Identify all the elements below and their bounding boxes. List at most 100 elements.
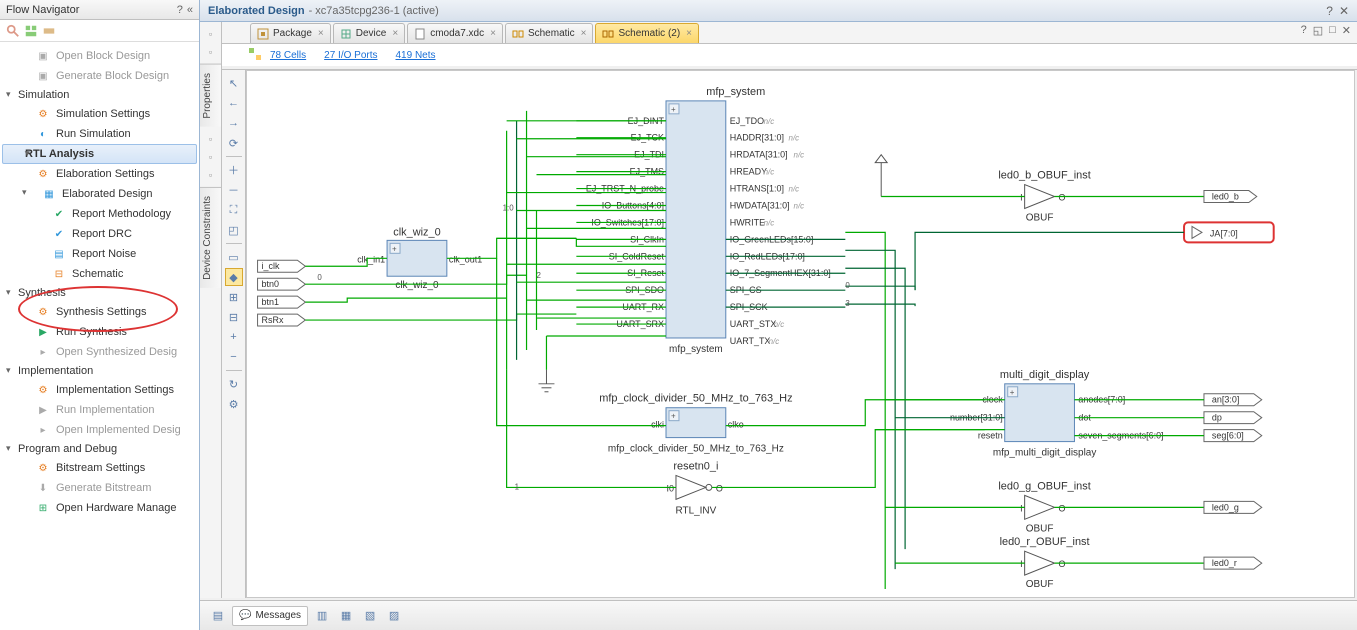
hierarchy-icon[interactable]	[248, 47, 262, 64]
properties-toolbar: ▫ ▫	[200, 22, 221, 64]
open-block-design[interactable]: ▣Open Block Design	[0, 46, 199, 66]
properties-tab[interactable]: Properties	[200, 64, 221, 127]
restore-icon[interactable]: ◱	[1313, 24, 1323, 37]
dc-icon[interactable]: ▫	[203, 131, 219, 147]
close-icon[interactable]: ×	[316, 28, 324, 39]
close-design-icon[interactable]: ✕	[1339, 4, 1349, 18]
svg-text:n/c: n/c	[789, 134, 800, 143]
report-noise[interactable]: ▤Report Noise	[0, 244, 199, 264]
schematic-item[interactable]: ⊟Schematic	[0, 264, 199, 284]
group-simulation[interactable]: Simulation	[0, 86, 199, 104]
collapse-icon[interactable]: ⊟	[225, 308, 243, 326]
io-link[interactable]: 27 I/O Ports	[324, 50, 377, 61]
flow-nav-tree: ▣Open Block Design ▣Generate Block Desig…	[0, 42, 199, 628]
fwd-icon[interactable]: →	[225, 114, 243, 132]
group-program[interactable]: Program and Debug	[0, 440, 199, 458]
open-implemented[interactable]: ▸Open Implemented Desig	[0, 420, 199, 440]
refresh-icon[interactable]: ⟳	[225, 134, 243, 152]
help-icon[interactable]: ?	[1301, 24, 1307, 37]
bitstream-settings[interactable]: ⚙Bitstream Settings	[0, 458, 199, 478]
flow-navigator-panel: Flow Navigator ? « ▣Open Block Design ▣G…	[0, 0, 200, 630]
generate-bitstream[interactable]: ⬇Generate Bitstream	[0, 478, 199, 498]
messages-label: Messages	[255, 610, 301, 621]
console-icon[interactable]: ▤	[208, 606, 228, 626]
open-hw-manager[interactable]: ⊞Open Hardware Manage	[0, 498, 199, 518]
open-synthesized[interactable]: ▸Open Synthesized Desig	[0, 342, 199, 362]
help-icon[interactable]: ?	[177, 4, 183, 16]
close-icon[interactable]: ×	[579, 28, 587, 39]
tab-device[interactable]: Device×	[333, 23, 405, 43]
run-implementation[interactable]: ▶Run Implementation	[0, 400, 199, 420]
report-methodology[interactable]: ✔Report Methodology	[0, 204, 199, 224]
close-icon[interactable]: ×	[684, 28, 692, 39]
elaboration-settings[interactable]: ⚙Elaboration Settings	[0, 164, 199, 184]
schematic-toolbar: ↖ ← → ⟳ ＋ － ⛶ ◰ ▭ ◆ ⊞ ⊟ + − ↻ ⚙	[222, 70, 246, 598]
zoom-fit-icon[interactable]: ⛶	[225, 201, 243, 219]
regen-icon[interactable]: ↻	[225, 375, 243, 393]
output-led0g: led0_g	[1204, 501, 1262, 513]
gear-icon: ⚙	[36, 107, 50, 121]
dc-icon[interactable]: ▫	[203, 167, 219, 183]
search-icon[interactable]	[6, 24, 20, 38]
select-icon[interactable]: ▭	[225, 248, 243, 266]
cells-link[interactable]: 78 Cells	[270, 50, 306, 61]
maximize-icon[interactable]: □	[1329, 24, 1336, 37]
remove-icon[interactable]: −	[225, 348, 243, 366]
back-icon[interactable]: ←	[225, 94, 243, 112]
svg-text:I: I	[1020, 503, 1023, 513]
group-implementation[interactable]: Implementation	[0, 362, 199, 380]
device-constraints-tab[interactable]: Device Constraints	[200, 187, 221, 288]
collapse-tree-icon[interactable]	[42, 24, 56, 38]
close-icon[interactable]: ×	[390, 28, 398, 39]
zoom-in-icon[interactable]: ＋	[225, 161, 243, 179]
expand-icon[interactable]: ⊞	[225, 288, 243, 306]
svg-text:n/c: n/c	[769, 337, 780, 346]
tab-package[interactable]: Package×	[250, 23, 331, 43]
collapse-icon[interactable]: «	[187, 4, 193, 16]
generate-block-design[interactable]: ▣Generate Block Design	[0, 66, 199, 86]
tab-xdc[interactable]: cmoda7.xdc×	[407, 23, 503, 43]
group-synthesis[interactable]: Synthesis	[0, 284, 199, 302]
highlight-icon[interactable]: ◆	[225, 268, 243, 286]
prop-icon[interactable]: ▫	[203, 44, 219, 60]
run-simulation[interactable]: ◐Run Simulation	[0, 124, 199, 144]
tab-schematic-2[interactable]: Schematic (2)×	[595, 23, 699, 43]
hw-icon: ⊞	[36, 501, 50, 515]
nets-link[interactable]: 419 Nets	[396, 50, 436, 61]
schematic-canvas[interactable]: i_clk btn0 0 btn1 RsRx clk_wiz_0 + clk_i…	[246, 70, 1355, 598]
output-dp: dp	[1204, 412, 1262, 424]
cursor-icon[interactable]: ↖	[225, 74, 243, 92]
add-icon[interactable]: +	[225, 328, 243, 346]
clk-divider-block[interactable]: mfp_clock_divider_50_MHz_to_763_Hz + clk…	[599, 393, 792, 455]
help-icon[interactable]: ?	[1326, 4, 1333, 18]
close-icon[interactable]: ×	[488, 28, 496, 39]
input-iclk: i_clk	[258, 260, 306, 272]
item-label: Elaborated Design	[62, 188, 153, 200]
elaborated-design[interactable]: ▦Elaborated Design	[0, 184, 199, 204]
svg-text:1:0: 1:0	[503, 203, 515, 212]
run-synthesis[interactable]: ▶Run Synthesis	[0, 322, 199, 342]
synthesis-settings[interactable]: ⚙Synthesis Settings	[0, 302, 199, 322]
expand-icon[interactable]	[24, 24, 38, 38]
simulation-settings[interactable]: ⚙Simulation Settings	[0, 104, 199, 124]
tab-schematic[interactable]: Schematic×	[505, 23, 594, 43]
close-icon[interactable]: ✕	[1342, 24, 1351, 37]
svg-text:HREADY: HREADY	[730, 167, 767, 177]
design-runs-icon[interactable]: ▧	[360, 606, 380, 626]
group-rtl[interactable]: RTL Analysis	[2, 144, 197, 164]
output-seg: seg[6:0]	[1204, 430, 1262, 442]
prop-icon[interactable]: ▫	[203, 26, 219, 42]
implementation-settings[interactable]: ⚙Implementation Settings	[0, 380, 199, 400]
dc-icon[interactable]: ▫	[203, 149, 219, 165]
rtl-inv-block[interactable]: resetn0_i I0 O RTL_INV	[667, 460, 723, 516]
item-label: Implementation Settings	[56, 384, 174, 396]
zoom-sel-icon[interactable]: ◰	[225, 221, 243, 239]
log-icon[interactable]: ▥	[312, 606, 332, 626]
settings-icon[interactable]: ⚙	[225, 395, 243, 413]
svg-text:HTRANS[1:0]: HTRANS[1:0]	[730, 184, 784, 194]
reports-icon[interactable]: ▦	[336, 606, 356, 626]
report-drc[interactable]: ✔Report DRC	[0, 224, 199, 244]
more-icon[interactable]: ▨	[384, 606, 404, 626]
zoom-out-icon[interactable]: －	[225, 181, 243, 199]
messages-button[interactable]: 💬 Messages	[232, 606, 308, 626]
